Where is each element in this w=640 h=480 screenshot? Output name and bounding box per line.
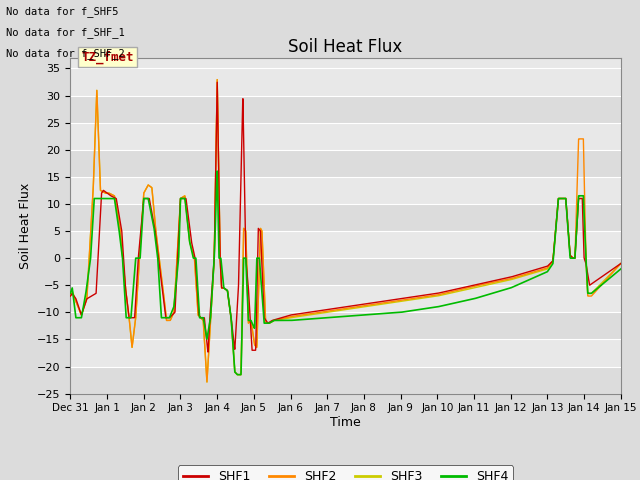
Bar xyxy=(70,367,621,394)
SHF4 xyxy=(547,264,555,269)
Bar xyxy=(70,258,621,285)
SHF1 xyxy=(278,315,285,321)
SHF2 xyxy=(617,261,625,266)
Bar xyxy=(70,285,621,312)
Bar xyxy=(70,231,621,258)
SHF2 xyxy=(162,312,170,317)
Text: No data for f_SHF_1: No data for f_SHF_1 xyxy=(6,27,125,38)
Bar xyxy=(70,339,621,367)
SHF2 xyxy=(547,260,555,266)
SHF3 xyxy=(213,77,221,83)
SHF4 xyxy=(607,275,614,280)
Bar xyxy=(70,122,621,150)
SHF3 xyxy=(278,316,285,322)
SHF3 xyxy=(129,336,137,341)
SHF1 xyxy=(302,310,310,316)
SHF1 xyxy=(607,268,614,274)
SHF2 xyxy=(607,272,614,278)
Y-axis label: Soil Heat Flux: Soil Heat Flux xyxy=(19,182,31,269)
SHF1 xyxy=(204,349,212,355)
SHF3 xyxy=(607,271,614,277)
SHF4 xyxy=(278,318,285,324)
Bar xyxy=(70,204,621,231)
Bar xyxy=(70,177,621,204)
Text: No data for f_SHF_2: No data for f_SHF_2 xyxy=(6,48,125,59)
SHF1 xyxy=(213,79,221,85)
SHF4 xyxy=(234,372,241,377)
SHF3 xyxy=(547,261,555,266)
SHF2 xyxy=(67,293,74,299)
SHF2 xyxy=(129,336,137,341)
SHF4 xyxy=(129,287,137,293)
SHF1 xyxy=(129,315,137,321)
SHF3 xyxy=(302,312,310,318)
Line: SHF4: SHF4 xyxy=(70,171,621,374)
Bar xyxy=(70,312,621,339)
SHF4 xyxy=(213,168,221,174)
X-axis label: Time: Time xyxy=(330,416,361,429)
SHF1 xyxy=(617,261,625,266)
Bar xyxy=(70,96,621,122)
SHF1 xyxy=(547,260,555,265)
SHF2 xyxy=(302,312,310,317)
Legend: SHF1, SHF2, SHF3, SHF4: SHF1, SHF2, SHF3, SHF4 xyxy=(178,465,513,480)
SHF2 xyxy=(278,316,285,322)
SHF4 xyxy=(302,316,310,322)
SHF3 xyxy=(617,261,625,266)
SHF3 xyxy=(67,290,74,296)
Line: SHF2: SHF2 xyxy=(70,80,621,382)
SHF2 xyxy=(213,77,221,83)
Bar xyxy=(70,150,621,177)
Line: SHF3: SHF3 xyxy=(70,80,621,382)
Text: TZ_fmet: TZ_fmet xyxy=(81,50,134,64)
SHF3 xyxy=(162,312,170,317)
SHF4 xyxy=(617,266,625,272)
Text: No data for f_SHF5: No data for f_SHF5 xyxy=(6,6,119,17)
Bar xyxy=(70,69,621,96)
SHF1 xyxy=(67,293,74,299)
SHF3 xyxy=(203,379,211,385)
Title: Soil Heat Flux: Soil Heat Flux xyxy=(289,38,403,56)
SHF1 xyxy=(162,315,170,321)
Line: SHF1: SHF1 xyxy=(70,82,621,352)
SHF4 xyxy=(162,315,170,321)
SHF2 xyxy=(203,379,211,385)
SHF4 xyxy=(67,290,74,296)
